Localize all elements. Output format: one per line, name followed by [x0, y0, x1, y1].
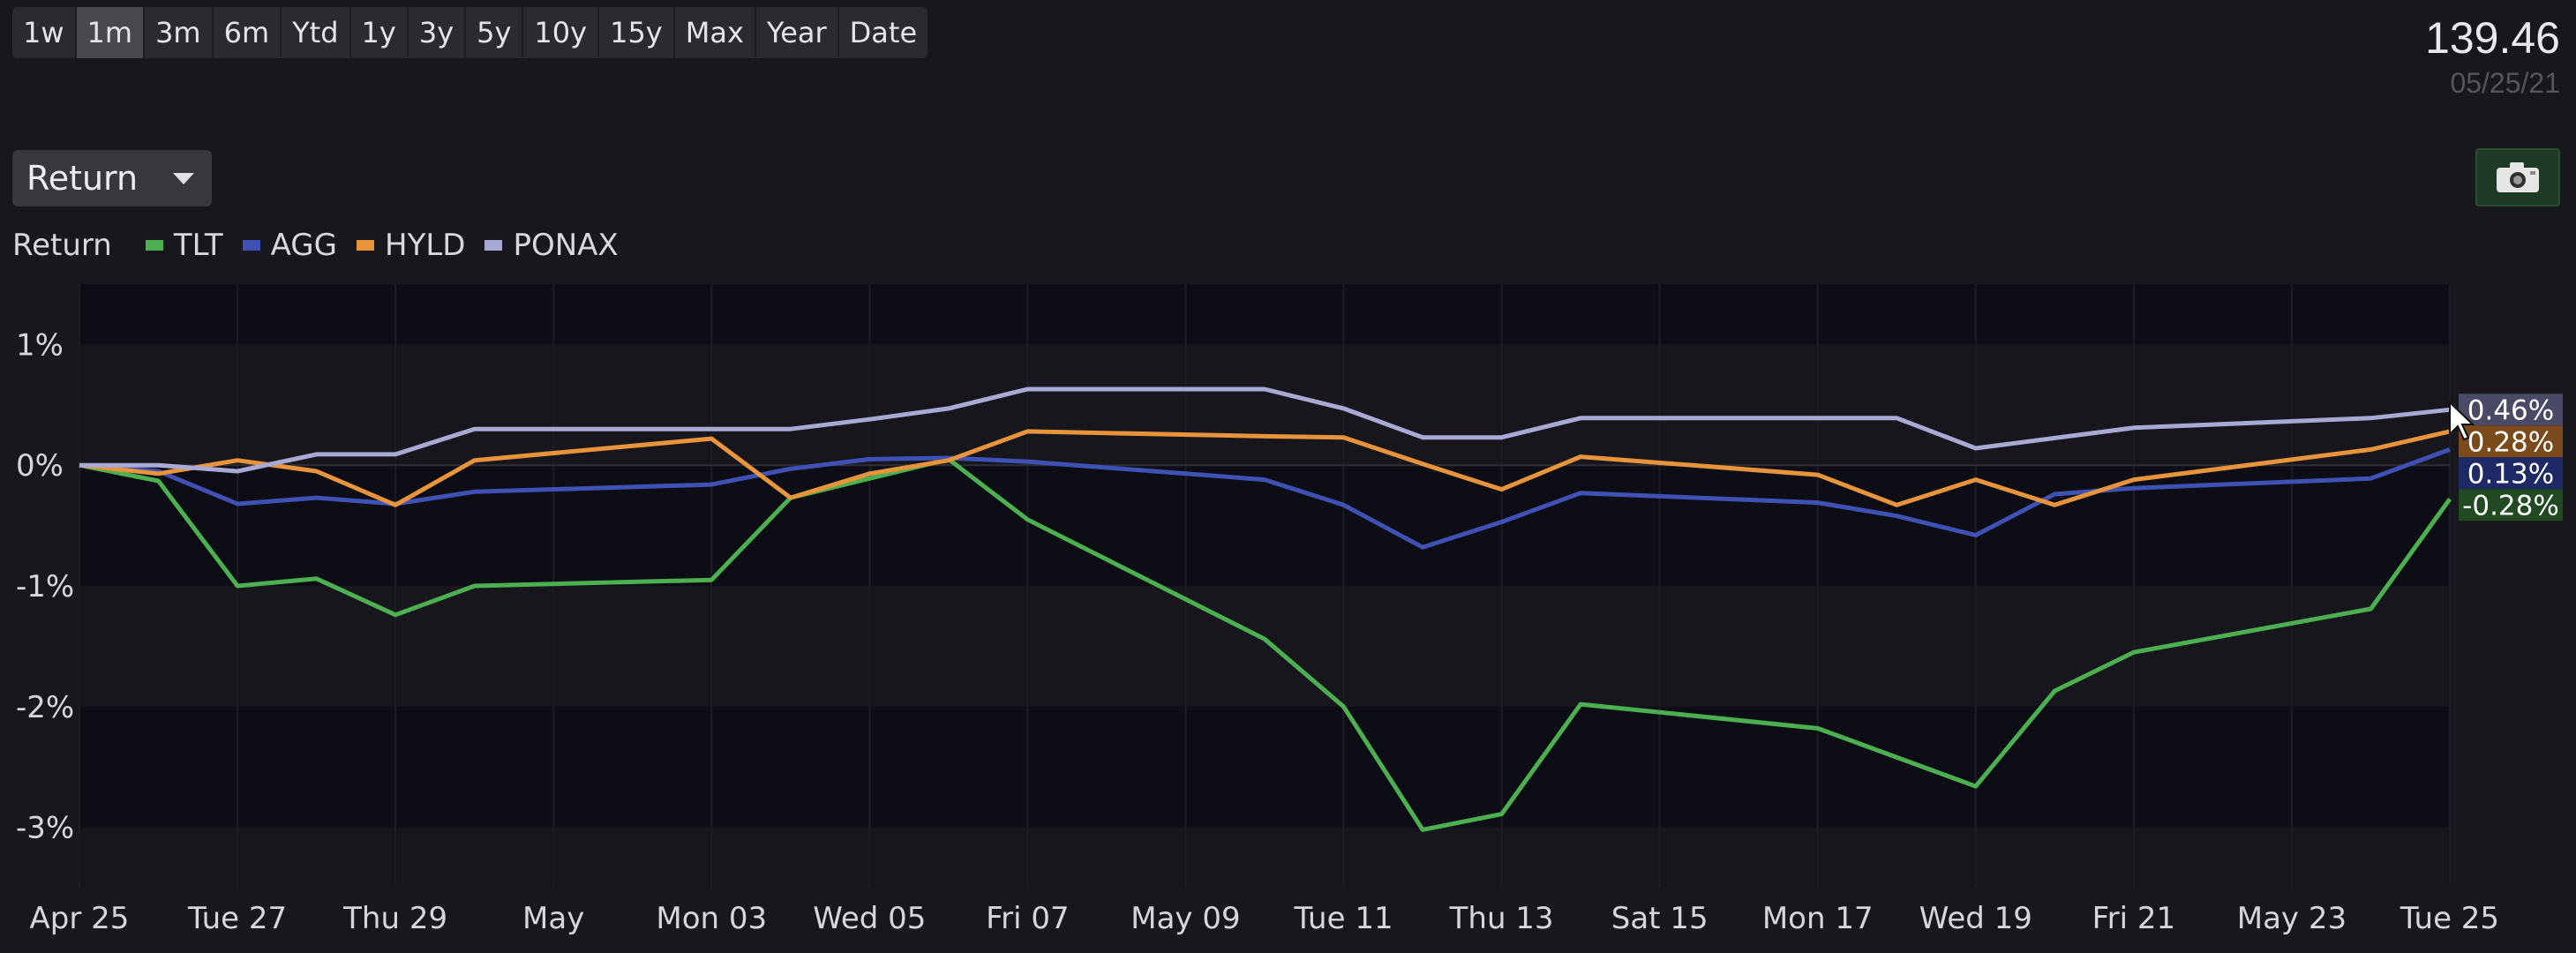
x-tick-label: Wed 05 [813, 901, 926, 936]
legend-label: TLT [173, 228, 223, 263]
grid-band [79, 586, 2450, 707]
range-button-date[interactable]: Date [849, 16, 918, 49]
grid-band [79, 284, 2450, 345]
legend-swatch [242, 240, 260, 251]
x-tick-label: May 09 [1130, 901, 1240, 936]
legend-swatch [145, 240, 163, 251]
y-tick-label: 0% [16, 448, 64, 484]
metric-dropdown[interactable]: Return [12, 150, 212, 206]
legend-swatch [357, 240, 374, 251]
end-label-text: 0.28% [2467, 426, 2554, 458]
end-label-bg [2459, 457, 2563, 490]
camera-button[interactable] [2475, 148, 2560, 206]
x-tick-label: Tue 25 [2400, 901, 2499, 936]
legend-label: AGG [270, 228, 337, 263]
legend-swatch [484, 240, 503, 251]
y-tick-label: 1% [16, 327, 64, 363]
end-label-ponax: 0.46% [2459, 394, 2563, 426]
end-label-text: -0.28% [2462, 490, 2559, 522]
series-line-tlt[interactable] [79, 456, 2452, 832]
grid-band [79, 465, 2450, 586]
x-tick-label: Tue 27 [187, 901, 287, 936]
grid-band [79, 706, 2450, 828]
range-button-1y[interactable]: 1y [351, 7, 409, 58]
x-tick-label: Fri 07 [986, 901, 1070, 936]
legend-item-ponax[interactable]: PONAX [484, 228, 619, 263]
metric-dropdown-value: Return [26, 159, 139, 198]
range-button-ytd[interactable]: Ytd [282, 7, 351, 58]
range-button-1w[interactable]: 1w [12, 7, 77, 58]
legend-item-tlt[interactable]: TLT [145, 228, 223, 263]
y-tick-label: -1% [16, 569, 74, 604]
current-price: 139.46 [2425, 13, 2560, 63]
camera-icon [2497, 162, 2539, 192]
x-tick-label: Thu 13 [1449, 901, 1554, 936]
x-tick-label: Apr 25 [30, 901, 130, 936]
range-button-6m[interactable]: 6m [214, 7, 282, 58]
range-button-1m[interactable]: 1m [76, 7, 146, 58]
grid-band [79, 344, 2450, 466]
mouse-cursor-icon [2449, 400, 2475, 441]
range-button-5y[interactable]: 5y [466, 7, 524, 58]
y-tick-label: -3% [16, 811, 74, 846]
chevron-down-icon [173, 172, 194, 184]
x-tick-label: May 23 [2237, 901, 2347, 936]
range-button-3y[interactable]: 3y [409, 7, 467, 58]
end-label-text: 0.13% [2467, 458, 2554, 490]
end-label-bg [2459, 425, 2563, 458]
series-line-agg[interactable] [79, 447, 2451, 550]
x-tick-label: Fri 21 [2092, 901, 2176, 936]
range-button-year[interactable]: Year [756, 7, 839, 58]
legend-item-agg[interactable]: AGG [242, 228, 337, 263]
x-tick-label: Thu 29 [342, 901, 447, 936]
x-tick-label: Sat 15 [1611, 901, 1709, 936]
series-line-ponax[interactable] [79, 386, 2451, 474]
range-selector: 1w 1m 3m 6m Ytd 1y 3y 5y 10y 15y Max Year Date [12, 7, 928, 58]
x-tick-label: Mon 17 [1762, 901, 1874, 936]
legend-title: Return [12, 228, 112, 263]
legend-label: PONAX [513, 228, 619, 263]
range-button-3m[interactable]: 3m [145, 7, 214, 58]
range-button-max[interactable]: Max [675, 7, 756, 58]
x-tick-label: May [522, 901, 584, 936]
end-label-bg [2459, 394, 2563, 426]
end-label-hyld: 0.28% [2459, 425, 2563, 458]
chart-legend: Return TLT AGG HYLD PONAX [12, 228, 638, 263]
y-tick-label: -2% [16, 690, 74, 725]
legend-item-hyld[interactable]: HYLD [357, 228, 465, 263]
end-label-text: 0.46% [2467, 394, 2554, 426]
series-line-hyld[interactable] [79, 429, 2451, 507]
x-tick-label: Wed 19 [1919, 901, 2032, 936]
grid-band [79, 827, 2450, 888]
price-date: 05/25/21 [2450, 67, 2560, 99]
range-button-10y[interactable]: 10y [523, 7, 600, 58]
x-tick-label: Mon 03 [656, 901, 767, 936]
end-label-agg: 0.13% [2459, 457, 2563, 490]
end-label-bg [2459, 489, 2563, 522]
x-tick-label: Tue 11 [1293, 901, 1393, 936]
legend-label: HYLD [385, 228, 466, 263]
range-button-15y[interactable]: 15y [599, 7, 675, 58]
end-label-tlt: -0.28% [2459, 489, 2563, 522]
